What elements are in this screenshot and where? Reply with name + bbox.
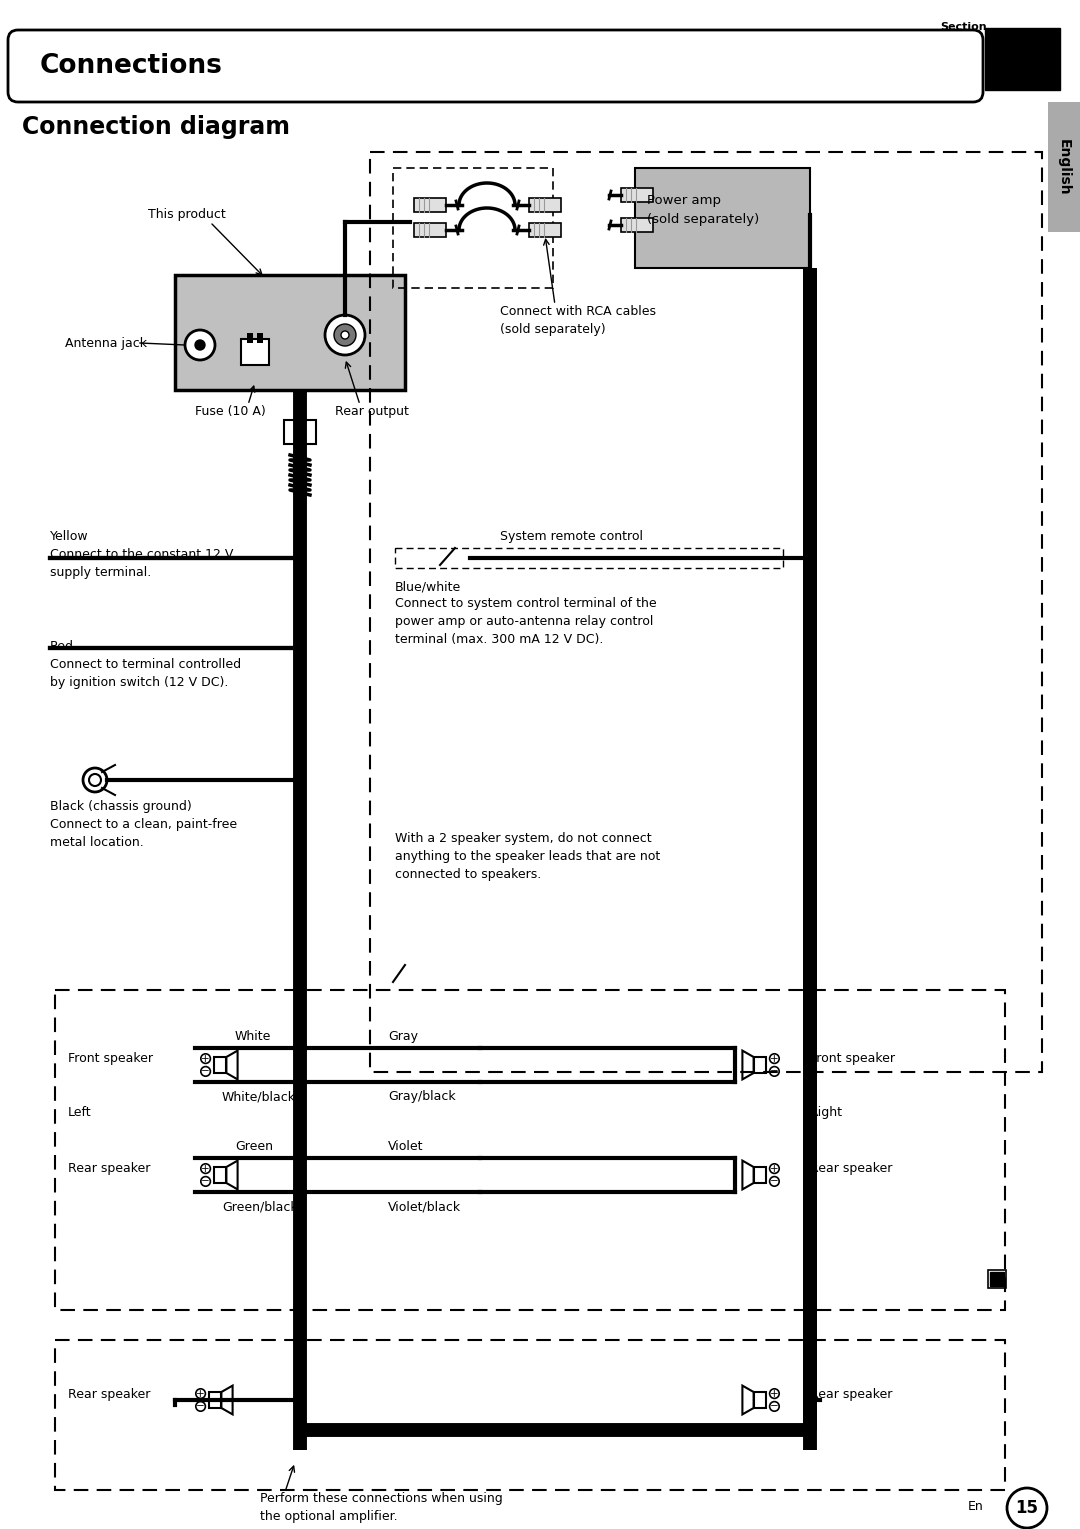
Text: Right: Right: [810, 1105, 843, 1119]
Text: This product: This product: [148, 208, 226, 222]
Text: Rear speaker: Rear speaker: [810, 1162, 892, 1174]
Text: Rear speaker: Rear speaker: [68, 1162, 150, 1174]
Bar: [754, 1167, 767, 1183]
Text: +: +: [201, 1053, 210, 1064]
Text: Power amp
(sold separately): Power amp (sold separately): [647, 194, 759, 226]
Text: With a 2 speaker system, do not connect
anything to the speaker leads that are n: With a 2 speaker system, do not connect …: [395, 832, 660, 881]
Text: White: White: [235, 1031, 271, 1043]
Text: Fuse (10 A): Fuse (10 A): [195, 405, 266, 417]
Circle shape: [325, 315, 365, 355]
Bar: [247, 333, 253, 342]
Text: Green/black: Green/black: [222, 1200, 298, 1212]
Bar: [529, 197, 561, 213]
Bar: [529, 223, 561, 237]
Text: Antenna jack: Antenna jack: [65, 336, 147, 350]
Polygon shape: [742, 1385, 754, 1414]
Text: Connect to system control terminal of the
power amp or auto-antenna relay contro: Connect to system control terminal of th…: [395, 596, 657, 645]
Text: En: En: [968, 1500, 984, 1514]
Polygon shape: [221, 1385, 232, 1414]
Text: Left: Left: [68, 1105, 92, 1119]
Text: Rear output: Rear output: [335, 405, 409, 417]
Text: Connection diagram: Connection diagram: [22, 115, 291, 139]
Bar: [754, 1057, 767, 1073]
Text: +: +: [770, 1388, 779, 1399]
Text: Rear speaker: Rear speaker: [810, 1388, 892, 1401]
Text: Front speaker: Front speaker: [810, 1052, 895, 1066]
Text: +: +: [770, 1164, 779, 1174]
Text: −: −: [770, 1176, 779, 1187]
Text: Green: Green: [235, 1141, 273, 1153]
Bar: [175, 275, 405, 390]
Text: 02: 02: [999, 43, 1045, 75]
Bar: [754, 1391, 767, 1408]
Polygon shape: [227, 1050, 238, 1079]
Text: +: +: [197, 1388, 205, 1399]
Polygon shape: [742, 1050, 754, 1079]
Text: 15: 15: [1015, 1498, 1039, 1517]
Bar: [621, 219, 653, 232]
Polygon shape: [742, 1161, 754, 1190]
Circle shape: [334, 324, 356, 346]
Text: Gray: Gray: [388, 1031, 418, 1043]
Bar: [1048, 102, 1080, 232]
Circle shape: [1007, 1488, 1047, 1527]
Text: English: English: [1057, 139, 1071, 196]
Text: System remote control: System remote control: [500, 531, 643, 543]
Text: −: −: [197, 1402, 205, 1411]
Circle shape: [341, 330, 349, 339]
Polygon shape: [227, 1161, 238, 1190]
Bar: [414, 197, 446, 213]
Bar: [414, 223, 446, 237]
Text: Rear speaker: Rear speaker: [68, 1388, 150, 1401]
Text: White/black: White/black: [222, 1090, 296, 1102]
Bar: [988, 1271, 1005, 1287]
Text: Connect to terminal controlled
by ignition switch (12 V DC).: Connect to terminal controlled by igniti…: [50, 657, 241, 690]
Circle shape: [185, 330, 215, 359]
Text: Red: Red: [50, 641, 75, 653]
Text: +: +: [201, 1164, 210, 1174]
Bar: [990, 1272, 1004, 1286]
Text: Perform these connections when using
the optional amplifier.: Perform these connections when using the…: [260, 1492, 503, 1523]
Text: Connections: Connections: [40, 54, 222, 80]
Text: Gray/black: Gray/black: [388, 1090, 456, 1102]
Text: Section: Section: [940, 21, 987, 32]
Bar: [257, 333, 264, 342]
Text: Blue/white: Blue/white: [395, 579, 461, 593]
Bar: [214, 1057, 227, 1073]
Text: −: −: [770, 1066, 779, 1076]
Text: −: −: [201, 1066, 210, 1076]
Text: Front speaker: Front speaker: [68, 1052, 153, 1066]
Bar: [208, 1391, 221, 1408]
Bar: [635, 168, 810, 268]
Bar: [621, 188, 653, 202]
FancyBboxPatch shape: [8, 31, 983, 102]
Bar: [214, 1167, 227, 1183]
Text: +: +: [770, 1053, 779, 1064]
Bar: [284, 420, 316, 443]
Text: −: −: [201, 1176, 210, 1187]
Text: −: −: [770, 1402, 779, 1411]
Text: Black (chassis ground)
Connect to a clean, paint-free
metal location.: Black (chassis ground) Connect to a clea…: [50, 800, 238, 849]
Text: Violet: Violet: [388, 1141, 423, 1153]
Text: Violet/black: Violet/black: [388, 1200, 461, 1212]
Bar: [985, 28, 1059, 90]
Text: Connect with RCA cables
(sold separately): Connect with RCA cables (sold separately…: [500, 304, 656, 336]
Circle shape: [195, 339, 205, 350]
Text: Yellow
Connect to the constant 12 V
supply terminal.: Yellow Connect to the constant 12 V supp…: [50, 531, 233, 579]
Bar: [241, 339, 269, 365]
